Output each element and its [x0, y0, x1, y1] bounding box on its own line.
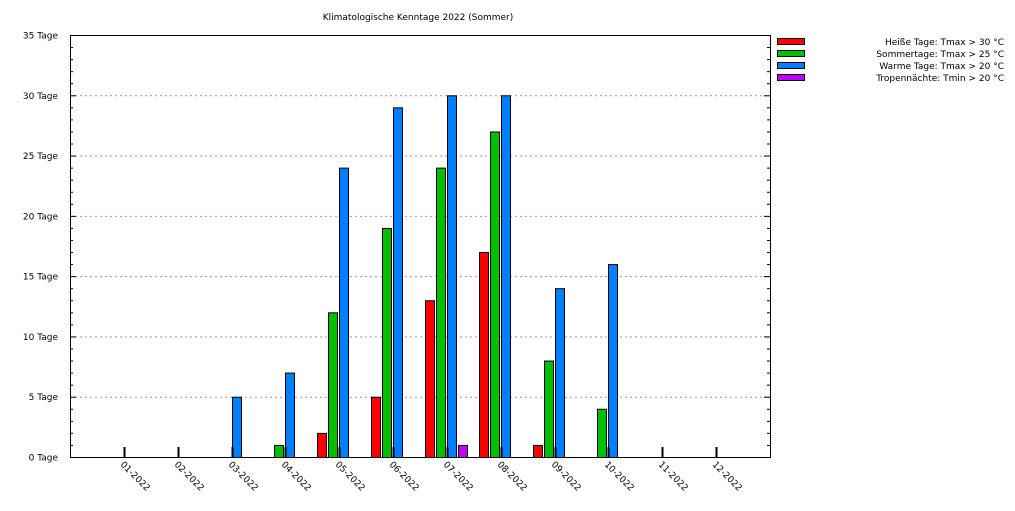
x-tick-label: 01-2022: [118, 460, 152, 494]
bar-0-7: [479, 252, 489, 458]
y-tick-label: 15 Tage: [23, 273, 59, 283]
x-tick-label: 09-2022: [549, 460, 583, 494]
bar-0-8: [533, 444, 543, 459]
x-tick-label: 07-2022: [441, 460, 475, 494]
y-tick-label: 5 Tage: [29, 393, 59, 403]
x-tick-label: 08-2022: [495, 460, 529, 494]
legend-label-3: Tropennächte: Tmin > 20 °C: [875, 74, 1004, 84]
bar-2-8: [555, 288, 565, 459]
bar-0-6: [425, 300, 435, 458]
bar-2-4: [339, 167, 349, 458]
y-tick-label: 35 Tage: [23, 32, 59, 42]
x-tick-label: 02-2022: [172, 460, 206, 494]
bar-1-7: [490, 131, 500, 458]
legend-swatch-0: [777, 38, 805, 45]
bar-2-5: [393, 107, 403, 458]
legend-swatch-2: [777, 62, 805, 69]
x-tick-label: 10-2022: [602, 460, 636, 494]
y-tick-label: 20 Tage: [23, 212, 59, 222]
x-tick-label: 03-2022: [226, 460, 260, 494]
x-tick-label: 05-2022: [333, 460, 367, 494]
y-tick-label: 10 Tage: [23, 333, 59, 343]
bar-2-9: [608, 264, 618, 459]
legend-label-2: Warme Tage: Tmax > 20 °C: [879, 62, 1004, 72]
y-tick-label: 0 Tage: [29, 454, 59, 464]
grid: [70, 95, 770, 398]
bar-0-4: [317, 432, 327, 458]
bar-3-6: [458, 444, 468, 459]
y-tick-label: 25 Tage: [23, 152, 59, 162]
bar-2-6: [447, 95, 457, 459]
x-tick-label: 06-2022: [387, 460, 421, 494]
plot-frame: [70, 35, 771, 458]
legend-label-0: Heiße Tage: Tmax > 30 °C: [885, 38, 1004, 48]
chart-title: Klimatologische Kenntage 2022 (Sommer): [323, 13, 514, 23]
legend-swatch-1: [777, 50, 805, 57]
bar-1-5: [382, 227, 392, 458]
bar-1-3: [274, 444, 284, 459]
legend-label-1: Sommertage: Tmax > 25 °C: [876, 50, 1004, 60]
bar-1-9: [597, 408, 607, 458]
x-tick-label: 11-2022: [656, 460, 690, 494]
legend-swatch-3: [777, 74, 805, 81]
bar-1-4: [328, 312, 338, 459]
bar-1-8: [544, 360, 554, 458]
bar-0-5: [371, 396, 381, 459]
bar-2-2: [232, 396, 242, 459]
y-tick-label: 30 Tage: [23, 92, 59, 102]
x-tick-label: 04-2022: [279, 460, 313, 494]
bar-2-7: [501, 95, 511, 459]
legend: Heiße Tage: Tmax > 30 °C Sommertage: Tmax…: [777, 38, 1004, 84]
bar-2-3: [285, 372, 295, 459]
bar-1-6: [436, 167, 446, 458]
x-tick-label: 12-2022: [710, 460, 744, 494]
